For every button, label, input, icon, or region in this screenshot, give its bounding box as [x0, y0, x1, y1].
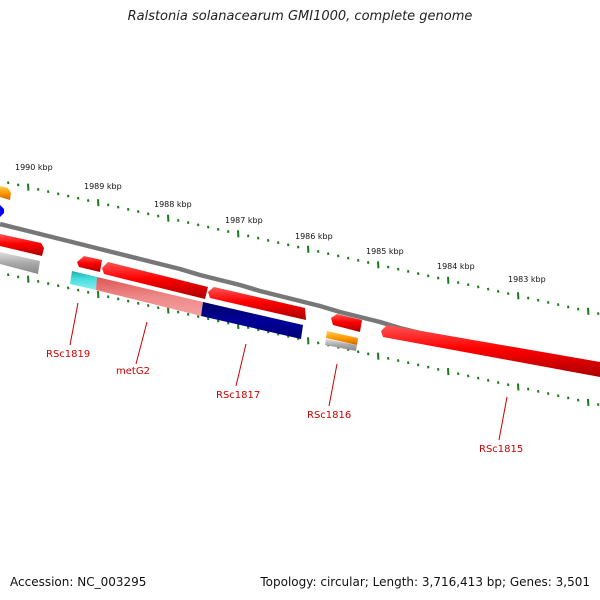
gene-label-rsc1817: RSc1817	[216, 390, 260, 401]
gene-cyan	[70, 271, 97, 290]
gene-labels: RSc1819 metG2 RSc1817 RSc1816 RSc1815	[46, 349, 523, 455]
scale-label-1989: 1989 kbp	[84, 182, 122, 191]
scale-label-1987: 1987 kbp	[225, 216, 263, 225]
gene-red-rsc1815	[381, 325, 600, 377]
gene-label-metg2: metG2	[116, 366, 150, 377]
label-leader-lines	[69, 302, 508, 441]
map-title: Ralstonia solanacearum GMI1000, complete…	[127, 9, 473, 24]
scale-label-1985: 1985 kbp	[366, 247, 404, 256]
gene-small-orange	[326, 331, 358, 345]
gene-small-red-2	[331, 314, 362, 332]
accession-text: Accession: NC_003295	[10, 575, 147, 589]
scale-labels: 1990 kbp 1989 kbp 1988 kbp 1987 kbp 1986…	[15, 163, 546, 284]
gene-navy	[201, 302, 303, 339]
outer-scale-ticks	[7, 181, 600, 315]
genome-summary-text: Topology: circular; Length: 3,716,413 bp…	[260, 575, 590, 589]
partial-feature-blue	[0, 205, 4, 217]
scale-label-1984: 1984 kbp	[437, 262, 475, 271]
gene-label-rsc1816: RSc1816	[307, 410, 351, 421]
gene-red-long-2	[208, 287, 306, 320]
scale-label-1986: 1986 kbp	[295, 232, 333, 241]
partial-feature-orange-top	[0, 186, 11, 200]
gene-left-red	[0, 234, 44, 256]
scale-label-1990: 1990 kbp	[15, 163, 53, 172]
gene-red-long-1	[102, 262, 208, 299]
gene-label-rsc1819: RSc1819	[46, 349, 90, 360]
gene-left-grey	[0, 252, 40, 274]
inner-scale-ticks	[7, 273, 600, 406]
scale-label-1988: 1988 kbp	[154, 200, 192, 209]
scale-label-1983: 1983 kbp	[508, 275, 546, 284]
gene-small-grey	[325, 339, 357, 351]
gene-pink	[96, 277, 203, 316]
gene-label-rsc1815: RSc1815	[479, 444, 523, 455]
gene-small-red-1	[77, 256, 102, 272]
